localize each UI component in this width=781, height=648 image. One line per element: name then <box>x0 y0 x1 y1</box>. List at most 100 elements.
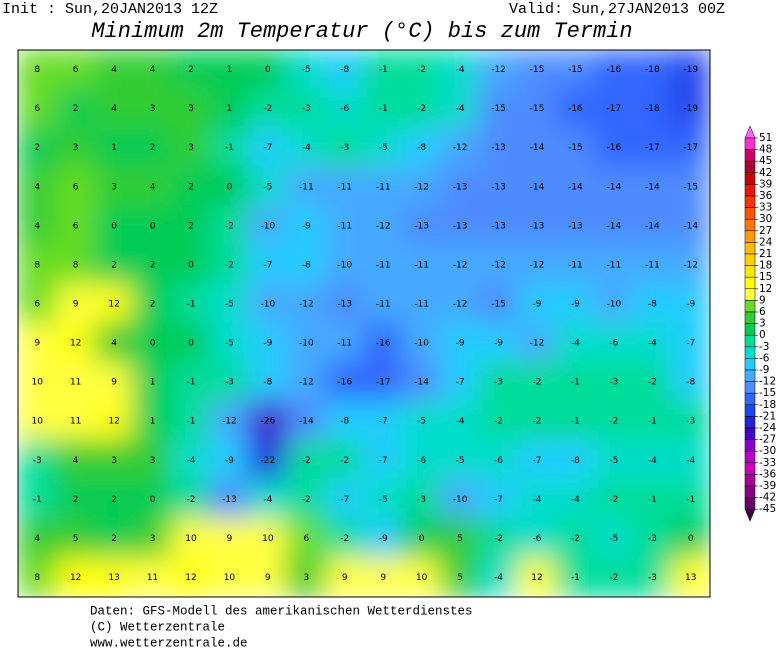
temperature-cell <box>18 127 58 169</box>
temperature-label: 8 <box>73 260 79 270</box>
colorbar-swatch <box>744 137 756 150</box>
temperature-cell <box>439 439 481 481</box>
temperature-cell <box>247 205 289 247</box>
temperature-cell <box>670 478 710 520</box>
temperature-label: 10 <box>416 573 428 583</box>
temperature-cell <box>55 205 96 247</box>
temperature-cell <box>209 244 250 286</box>
temperature-label: -22 <box>261 456 276 466</box>
temperature-label: -14 <box>645 182 660 192</box>
temperature-label: -15 <box>683 182 698 192</box>
footer-url: www.wetterzentrale.de <box>90 636 248 648</box>
temperature-label: -2 <box>302 456 311 466</box>
temperature-cell <box>93 439 135 481</box>
temperature-label: -13 <box>491 221 506 231</box>
temperature-cell <box>478 283 519 325</box>
temperature-label: 11 <box>70 417 81 427</box>
temperature-label: -1 <box>686 495 695 505</box>
temperature-label: 10 <box>224 573 236 583</box>
colorbar-arrow-bottom <box>744 508 756 522</box>
temperature-cell <box>478 166 519 208</box>
temperature-label: -6 <box>533 534 542 544</box>
colorbar-label: 15 <box>759 271 772 283</box>
temperature-cell <box>670 556 710 597</box>
temperature-cell <box>555 50 596 91</box>
temperature-cell <box>247 166 289 208</box>
temperature-cell <box>401 127 442 169</box>
temperature-cell <box>363 88 404 130</box>
temperature-cell <box>555 166 596 208</box>
temperature-cell <box>132 283 173 325</box>
temperature-label: -1 <box>571 378 580 388</box>
temperature-label: 4 <box>150 182 156 192</box>
temperature-label: -14 <box>607 182 622 192</box>
temperature-cell <box>324 166 365 208</box>
temperature-cell <box>132 517 173 559</box>
temperature-label: -7 <box>533 456 542 466</box>
temperature-label: 13 <box>108 573 119 583</box>
temperature-label: -5 <box>609 456 618 466</box>
temperature-label: -13 <box>337 299 352 309</box>
colorbar-label: 48 <box>759 144 772 156</box>
temperature-label: -11 <box>376 182 391 192</box>
temperature-label: -1 <box>379 65 388 75</box>
temperature-label: -11 <box>414 260 429 270</box>
temperature-label: -12 <box>453 143 468 153</box>
temperature-label: -12 <box>530 260 545 270</box>
temperature-label: -6 <box>609 339 618 349</box>
temperature-label: -11 <box>645 260 660 270</box>
temperature-cell <box>439 361 481 403</box>
temperature-cell <box>324 127 365 169</box>
temperature-cell <box>401 166 442 208</box>
colorbar-label: -18 <box>759 399 776 411</box>
temperature-cell <box>401 205 442 247</box>
temperature-cell <box>132 244 173 286</box>
colorbar-swatch <box>744 160 756 174</box>
temperature-label: -6 <box>494 456 503 466</box>
temperature-cell <box>93 283 135 325</box>
temperature-cell <box>324 400 365 442</box>
temperature-label: -13 <box>568 221 583 231</box>
temperature-label: 8 <box>34 65 40 75</box>
temperature-label: 2 <box>188 65 194 75</box>
temperature-label: 10 <box>185 534 197 544</box>
colorbar-swatch <box>744 149 756 162</box>
temperature-cell <box>439 244 481 286</box>
temperature-label: 2 <box>73 104 79 114</box>
temperature-label: -13 <box>491 143 506 153</box>
temperature-label: -5 <box>225 299 234 309</box>
temperature-cell <box>55 322 96 364</box>
temperature-cell <box>286 166 327 208</box>
temperature-label: -1 <box>187 417 196 427</box>
temperature-label: -14 <box>530 182 545 192</box>
temperature-cell <box>363 400 404 442</box>
temperature-label: -10 <box>261 299 276 309</box>
colorbar-swatch <box>744 184 756 197</box>
temperature-cell <box>324 556 365 597</box>
temperature-cell <box>363 556 404 597</box>
temperature-label: -3 <box>417 495 426 505</box>
temperature-cell <box>93 205 135 247</box>
temperature-cell <box>516 400 558 442</box>
temperature-cell <box>401 88 442 130</box>
temperature-cell <box>593 244 635 286</box>
temperature-cell <box>247 50 289 91</box>
temperature-cell <box>670 127 710 169</box>
temperature-cell <box>632 439 673 481</box>
colorbar-swatch <box>744 416 756 429</box>
temperature-label: 8 <box>34 260 40 270</box>
temperature-label: -3 <box>494 378 503 388</box>
temperature-label: -7 <box>379 417 388 427</box>
temperature-cell <box>593 50 635 91</box>
footer-source: Daten: GFS-Modell des amerikanischen Wet… <box>90 604 473 618</box>
temperature-label: -7 <box>340 495 349 505</box>
temperature-cell <box>593 205 635 247</box>
temperature-label: -11 <box>376 260 391 270</box>
temperature-cell <box>670 322 710 364</box>
temperature-cell <box>93 400 135 442</box>
temperature-cell <box>632 205 673 247</box>
temperature-cell <box>670 400 710 442</box>
temperature-label: -1 <box>187 378 196 388</box>
temperature-cell <box>170 556 212 597</box>
temperature-cell <box>670 166 710 208</box>
